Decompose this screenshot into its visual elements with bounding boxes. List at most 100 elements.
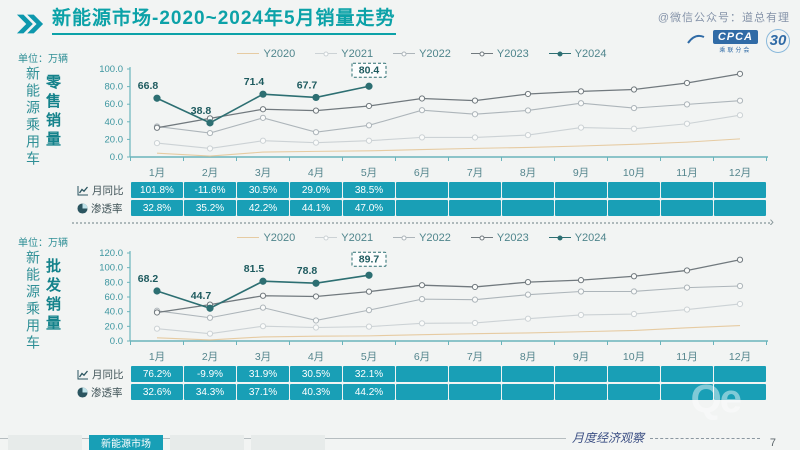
table-cell: 40.3% <box>290 384 342 400</box>
dashed-divider: › <box>72 214 774 228</box>
month-label: 6月 <box>413 167 431 179</box>
table-cell: 29.0% <box>290 182 342 198</box>
month-label: 7月 <box>466 351 484 363</box>
month-label: 9月 <box>572 167 590 179</box>
month-label: 8月 <box>519 167 537 179</box>
legend-label: Y2020 <box>263 47 296 60</box>
month-label: 11月 <box>676 167 698 179</box>
footer-tab-3[interactable] <box>251 435 325 450</box>
month-label: 5月 <box>360 351 378 363</box>
svg-text:0.0: 0.0 <box>110 336 123 347</box>
table-cell <box>714 366 766 382</box>
category-label: 新能源乘用车 <box>25 250 41 352</box>
month-label: 2月 <box>201 351 219 363</box>
legend-swatch <box>315 51 338 56</box>
table-cell: 32.1% <box>343 366 395 382</box>
unit-label: 单位：万辆 <box>18 238 68 249</box>
table-row: 月同比 76.2% -9.9% 31.9% 30.5% 32.1% <box>72 366 772 382</box>
svg-text:40.0: 40.0 <box>105 117 124 128</box>
legend-label: Y2023 <box>496 231 529 244</box>
svg-text:120.0: 120.0 <box>99 248 123 259</box>
retail-data-table: 月同比 101.8% -11.6% 30.5% 29.0% 38.5% 渗透率 32.8% 3… <box>72 182 772 216</box>
table-cell <box>661 384 713 400</box>
legend-label: Y2020 <box>263 231 296 244</box>
table-cell: 37.1% <box>237 384 289 400</box>
svg-text:66.8: 66.8 <box>138 80 159 92</box>
table-cell: 34.3% <box>184 384 236 400</box>
wholesale-data-table: 月同比 76.2% -9.9% 31.9% 30.5% 32.1% 渗透率 32.6% 34.… <box>72 366 772 400</box>
cpca-logo: CPCA 乘联分会 <box>712 27 758 54</box>
legend-label: Y2022 <box>419 47 451 60</box>
legend-label: Y2021 <box>341 231 374 244</box>
wholesale-line-chart: 0.0 20.0 40.0 60.0 80.0 100.0 120.0 68.2 44.7 81.… <box>72 245 772 349</box>
legend-item-y2022: Y2022 <box>393 48 451 60</box>
table-cell <box>396 384 448 400</box>
legend-item-y2022: Y2022 <box>393 232 451 244</box>
legend-swatch <box>237 52 260 55</box>
legend-label: Y2022 <box>419 231 451 244</box>
svg-text:0.0: 0.0 <box>110 152 123 163</box>
table-cell <box>449 384 501 400</box>
svg-text:80.0: 80.0 <box>105 82 124 93</box>
legend-swatch <box>470 51 493 56</box>
svg-text:100.0: 100.0 <box>99 263 123 274</box>
legend-marker <box>479 235 485 240</box>
svg-text:20.0: 20.0 <box>105 321 124 332</box>
logo-group: CPCA 乘联分会 30 <box>658 27 790 54</box>
retail-left-labels: 单位：万辆 新能源乘用车 零售销量 <box>14 46 72 228</box>
row-label: 月同比 <box>72 182 130 198</box>
month-label: 5月 <box>360 167 378 179</box>
month-label: 10月 <box>622 167 646 179</box>
pie-chart-icon <box>77 202 88 214</box>
table-cell <box>502 200 554 216</box>
legend-marker <box>323 235 329 240</box>
legend-label: Y2023 <box>496 47 529 60</box>
page-title: 新能源市场-2020~2024年5月销量走势 <box>52 8 396 35</box>
table-cell <box>449 182 501 198</box>
table-cell: 44.1% <box>290 200 342 216</box>
svg-text:81.5: 81.5 <box>244 263 265 275</box>
legend-item-y2021: Y2021 <box>315 232 373 244</box>
legend-item-y2024: Y2024 <box>548 232 607 244</box>
table-cell <box>502 384 554 400</box>
table-cell: 76.2% <box>131 366 183 382</box>
svg-text:80.0: 80.0 <box>105 277 124 288</box>
footer-tab-新能源市场[interactable]: 新能源市场 <box>89 435 163 450</box>
footer-tab-2[interactable] <box>170 435 244 450</box>
footer-dashes <box>650 438 760 439</box>
unit-label: 单位：万辆 <box>18 54 68 65</box>
legend-item-y2021: Y2021 <box>315 48 373 60</box>
legend-item-y2023: Y2023 <box>470 47 529 60</box>
table-cell <box>449 200 501 216</box>
row-label-text: 渗透率 <box>91 386 123 399</box>
legend-swatch <box>393 235 416 240</box>
table-cell: 44.2% <box>343 384 395 400</box>
category-label: 新能源乘用车 <box>25 66 41 168</box>
table-row: 渗透率 32.8% 35.2% 42.2% 44.1% 47.0% <box>72 200 772 216</box>
svg-text:78.8: 78.8 <box>297 265 318 277</box>
month-label: 11月 <box>676 351 698 363</box>
header-right: @微信公众号：道总有理 CPCA 乘联分会 30 <box>658 9 790 54</box>
metric-label-retail: 零售销量 <box>44 74 61 150</box>
svg-text:68.2: 68.2 <box>138 273 159 285</box>
month-label: 1月 <box>148 167 166 179</box>
svg-text:67.7: 67.7 <box>297 79 318 91</box>
legend: Y2020 Y2021 Y2022 Y2023 Y2024 <box>72 46 772 61</box>
legend-item-y2020: Y2020 <box>237 48 295 60</box>
table-cell <box>608 384 660 400</box>
svg-text:89.7: 89.7 <box>359 254 380 266</box>
svg-text:44.7: 44.7 <box>191 290 212 302</box>
legend-swatch <box>548 51 571 56</box>
footer-tab-0[interactable] <box>8 435 82 450</box>
legend-marker <box>479 51 485 56</box>
legend-swatch <box>315 235 338 240</box>
table-cell: 32.6% <box>131 384 183 400</box>
legend-swatch <box>393 51 416 56</box>
chart-canvas: 0.0 20.0 40.0 60.0 80.0 100.0 120.0 68.2 44.7 81.… <box>99 248 768 347</box>
table-cell <box>396 366 448 382</box>
x-axis-labels: 1月 2月 3月 4月 5月 6月 7月 8月 9月 10月 11月 12月 <box>72 165 772 180</box>
svg-text:20.0: 20.0 <box>105 134 124 145</box>
table-cell <box>714 384 766 400</box>
table-cell: 31.9% <box>237 366 289 382</box>
